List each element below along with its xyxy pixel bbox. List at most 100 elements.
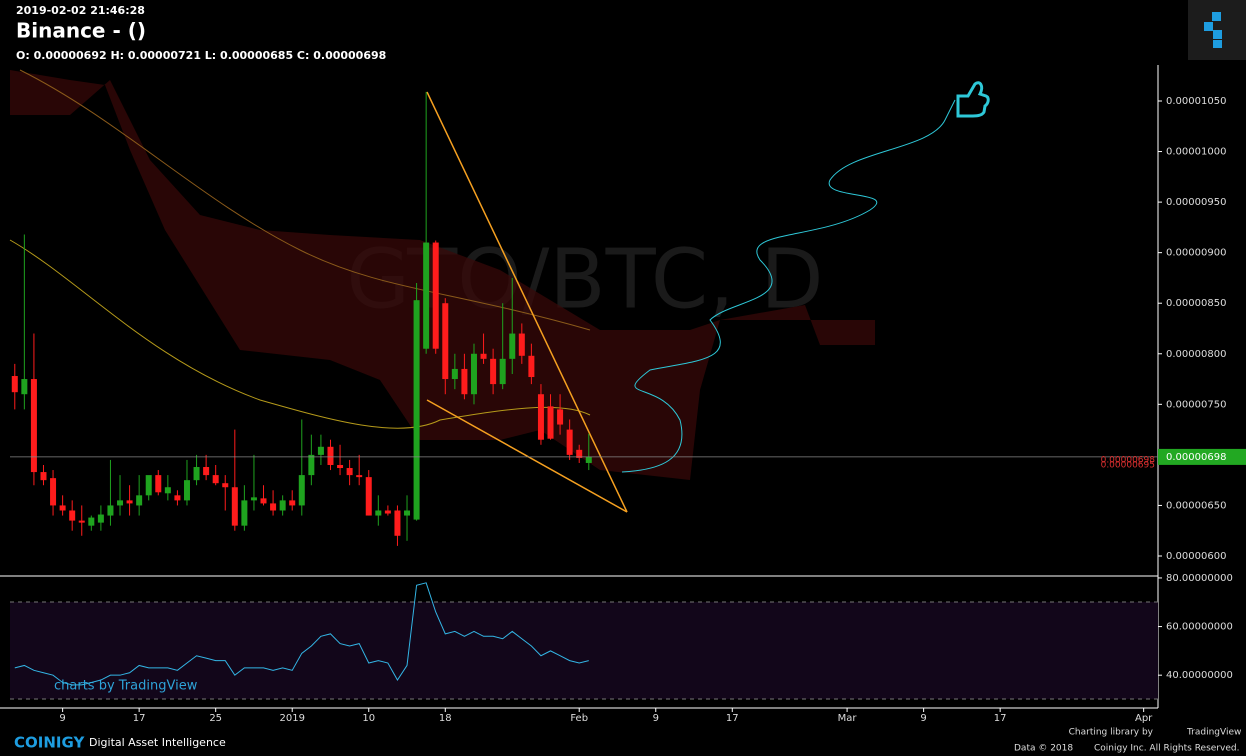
trend-line: [426, 399, 628, 513]
candle-body: [250, 497, 257, 501]
rsi-y-tick-label: 40.00000000: [1166, 670, 1233, 681]
candle-body: [442, 303, 449, 380]
rsi-line: [14, 582, 589, 686]
candle-body: [537, 394, 544, 440]
candle-body: [337, 464, 344, 469]
candle-body: [317, 446, 324, 455]
candle-body: [423, 242, 430, 349]
candle-body: [308, 454, 315, 476]
y-tick-label: 0.00000900: [1166, 248, 1226, 259]
candle-body: [289, 500, 296, 506]
candle-body: [117, 500, 124, 506]
x-tick-label: Mar: [838, 713, 858, 724]
x-tick-label: 9: [920, 713, 926, 724]
candle-body: [183, 480, 190, 501]
candle-body: [107, 505, 114, 516]
library-name: TradingView: [1186, 728, 1241, 738]
y-tick-label: 0.00001050: [1166, 96, 1226, 107]
candle-body: [413, 300, 420, 520]
candle-body: [174, 495, 181, 501]
tv-badge: charts by TradingView: [54, 679, 198, 694]
candle-body: [97, 514, 104, 523]
y-tick-label: 0.00000850: [1166, 298, 1226, 309]
candle-body: [404, 510, 411, 516]
candle-body: [136, 495, 143, 506]
candle-body: [241, 500, 248, 526]
logo: [1188, 0, 1246, 60]
thumbs-up-icon: [956, 81, 990, 118]
candle-body: [11, 376, 18, 393]
price-marker-label: 0.00000695: [1101, 460, 1155, 470]
x-tick-label: 17: [133, 713, 146, 724]
candle-body: [88, 517, 95, 526]
candle-body: [451, 368, 458, 380]
candle-body: [461, 368, 468, 395]
candle-body: [279, 500, 286, 511]
ohlc-legend: O: 0.00000692 H: 0.00000721 L: 0.0000068…: [16, 49, 386, 62]
candle-body: [212, 475, 219, 484]
candle-body: [356, 475, 363, 478]
tagline: Digital Asset Intelligence: [89, 736, 226, 749]
y-tick-label: 0.00000950: [1166, 197, 1226, 208]
x-tick-label: 18: [439, 713, 452, 724]
candle-body: [432, 242, 439, 349]
timestamp: 2019-02-02 21:46:28: [16, 4, 145, 17]
candle-body: [470, 353, 477, 395]
x-tick-label: 10: [362, 713, 375, 724]
y-tick-label: 0.00001000: [1166, 147, 1226, 158]
candle-body: [480, 353, 487, 359]
candle-body: [547, 406, 554, 439]
library-credit: Charting library by: [1069, 728, 1154, 738]
last-price-box: [1158, 448, 1246, 465]
x-tick-label: Feb: [570, 713, 588, 724]
x-tick-label: 17: [726, 713, 739, 724]
candle-body: [164, 487, 171, 494]
last-price-label: 0.00000698: [1166, 452, 1226, 463]
candle-body: [145, 475, 152, 496]
candle-body: [231, 487, 238, 526]
candle-body: [260, 498, 267, 504]
candle-body: [518, 333, 525, 356]
candle-body: [528, 355, 535, 378]
candle-body: [576, 449, 583, 458]
cloud: [10, 70, 875, 480]
price-marker-label: 0.00000698: [1101, 455, 1156, 465]
candle-body: [346, 468, 353, 476]
candle-body: [375, 510, 382, 516]
y-tick-label: 0.00000750: [1166, 399, 1226, 410]
candle-body: [78, 520, 85, 523]
candle-body: [270, 503, 277, 511]
candle-body: [499, 358, 506, 385]
candle-body: [50, 478, 57, 506]
candle-body: [365, 477, 372, 516]
candle-body: [557, 409, 564, 425]
candle-body: [193, 467, 200, 481]
y-tick-label: 0.00000600: [1166, 551, 1226, 562]
moving-average: [19, 69, 591, 331]
x-tick-label: 25: [209, 713, 222, 724]
candle-body: [490, 358, 497, 385]
y-tick-label: 0.00000650: [1166, 500, 1226, 511]
candle-body: [203, 467, 210, 476]
candle-body: [69, 510, 76, 521]
rights: Coinigy Inc. All Rights Reserved.: [1094, 744, 1239, 754]
rsi-band: [10, 602, 1158, 699]
x-tick-label: 2019: [279, 713, 304, 724]
x-tick-label: Apr: [1135, 713, 1153, 724]
candle-body: [30, 379, 37, 473]
freehand-drawing: [621, 99, 956, 473]
y-tick-label: 0.00000800: [1166, 349, 1226, 360]
candle-body: [327, 446, 334, 465]
candle-body: [298, 475, 305, 506]
brand: COINIGY: [14, 734, 85, 752]
candle-body: [59, 505, 66, 511]
candle-body: [384, 510, 391, 514]
exchange-title: Binance - (): [16, 19, 146, 43]
candle-body: [126, 500, 133, 504]
candle-body: [40, 472, 47, 481]
x-tick-label: 9: [653, 713, 659, 724]
candle-body: [155, 475, 162, 493]
x-tick-label: 9: [59, 713, 65, 724]
